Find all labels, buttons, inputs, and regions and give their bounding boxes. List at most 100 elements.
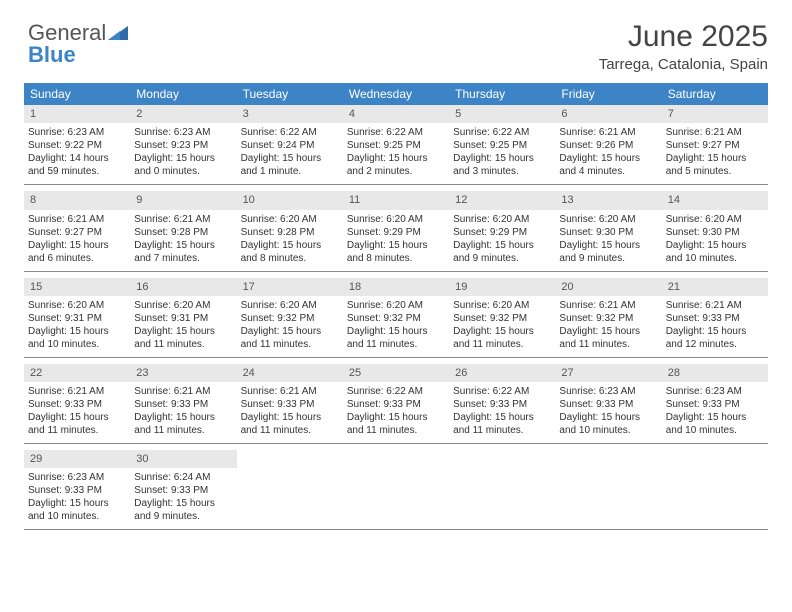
day-cell: .: [343, 450, 449, 529]
daylight-line: Daylight: 15 hours and 10 minutes.: [28, 497, 126, 523]
sunset-line: Sunset: 9:33 PM: [453, 398, 551, 411]
day-cell: 12Sunrise: 6:20 AMSunset: 9:29 PMDayligh…: [449, 191, 555, 270]
daylight-line: Daylight: 15 hours and 2 minutes.: [347, 152, 445, 178]
day-cell: 6Sunrise: 6:21 AMSunset: 9:26 PMDaylight…: [555, 105, 661, 184]
day-cell: .: [449, 450, 555, 529]
day-number: 23: [130, 364, 236, 382]
dow-cell: Wednesday: [343, 83, 449, 105]
week-row: 15Sunrise: 6:20 AMSunset: 9:31 PMDayligh…: [24, 278, 768, 358]
sunrise-line: Sunrise: 6:23 AM: [559, 385, 657, 398]
sunset-line: Sunset: 9:27 PM: [28, 226, 126, 239]
sunset-line: Sunset: 9:30 PM: [666, 226, 764, 239]
sunset-line: Sunset: 9:33 PM: [134, 484, 232, 497]
day-cell: 11Sunrise: 6:20 AMSunset: 9:29 PMDayligh…: [343, 191, 449, 270]
day-number: 26: [449, 364, 555, 382]
daylight-line: Daylight: 15 hours and 1 minute.: [241, 152, 339, 178]
week-row: 29Sunrise: 6:23 AMSunset: 9:33 PMDayligh…: [24, 450, 768, 530]
day-number: 11: [343, 191, 449, 209]
sunset-line: Sunset: 9:32 PM: [241, 312, 339, 325]
day-cell: 1Sunrise: 6:23 AMSunset: 9:22 PMDaylight…: [24, 105, 130, 184]
sunset-line: Sunset: 9:33 PM: [134, 398, 232, 411]
daylight-line: Daylight: 15 hours and 7 minutes.: [134, 239, 232, 265]
sunset-line: Sunset: 9:33 PM: [666, 312, 764, 325]
day-number: 6: [555, 105, 661, 123]
daylight-line: Daylight: 15 hours and 11 minutes.: [241, 325, 339, 351]
sunrise-line: Sunrise: 6:22 AM: [241, 126, 339, 139]
daylight-line: Daylight: 14 hours and 59 minutes.: [28, 152, 126, 178]
sunrise-line: Sunrise: 6:20 AM: [241, 213, 339, 226]
day-number: 18: [343, 278, 449, 296]
sunset-line: Sunset: 9:32 PM: [453, 312, 551, 325]
day-cell: 18Sunrise: 6:20 AMSunset: 9:32 PMDayligh…: [343, 278, 449, 357]
calendar: SundayMondayTuesdayWednesdayThursdayFrid…: [24, 83, 768, 530]
day-cell: 28Sunrise: 6:23 AMSunset: 9:33 PMDayligh…: [662, 364, 768, 443]
sunrise-line: Sunrise: 6:20 AM: [134, 299, 232, 312]
sunrise-line: Sunrise: 6:21 AM: [28, 213, 126, 226]
day-number: 22: [24, 364, 130, 382]
day-cell: 26Sunrise: 6:22 AMSunset: 9:33 PMDayligh…: [449, 364, 555, 443]
sunrise-line: Sunrise: 6:23 AM: [28, 471, 126, 484]
day-cell: 5Sunrise: 6:22 AMSunset: 9:25 PMDaylight…: [449, 105, 555, 184]
sunrise-line: Sunrise: 6:20 AM: [28, 299, 126, 312]
sunrise-line: Sunrise: 6:22 AM: [347, 385, 445, 398]
day-cell: 9Sunrise: 6:21 AMSunset: 9:28 PMDaylight…: [130, 191, 236, 270]
day-number: 1: [24, 105, 130, 123]
day-cell: 4Sunrise: 6:22 AMSunset: 9:25 PMDaylight…: [343, 105, 449, 184]
day-number: 21: [662, 278, 768, 296]
sunset-line: Sunset: 9:31 PM: [134, 312, 232, 325]
daylight-line: Daylight: 15 hours and 5 minutes.: [666, 152, 764, 178]
sunset-line: Sunset: 9:22 PM: [28, 139, 126, 152]
sunset-line: Sunset: 9:33 PM: [28, 484, 126, 497]
day-number: 17: [237, 278, 343, 296]
day-cell: 25Sunrise: 6:22 AMSunset: 9:33 PMDayligh…: [343, 364, 449, 443]
day-number: 20: [555, 278, 661, 296]
daylight-line: Daylight: 15 hours and 9 minutes.: [453, 239, 551, 265]
brand-part2: Blue: [28, 42, 76, 67]
sunset-line: Sunset: 9:29 PM: [453, 226, 551, 239]
week-row: 1Sunrise: 6:23 AMSunset: 9:22 PMDaylight…: [24, 105, 768, 185]
daylight-line: Daylight: 15 hours and 11 minutes.: [241, 411, 339, 437]
sunset-line: Sunset: 9:32 PM: [559, 312, 657, 325]
sunrise-line: Sunrise: 6:20 AM: [347, 213, 445, 226]
page-title: June 2025: [24, 20, 768, 54]
day-number: 19: [449, 278, 555, 296]
daylight-line: Daylight: 15 hours and 11 minutes.: [134, 411, 232, 437]
dow-cell: Tuesday: [237, 83, 343, 105]
sunrise-line: Sunrise: 6:21 AM: [559, 126, 657, 139]
sunset-line: Sunset: 9:33 PM: [347, 398, 445, 411]
sunset-line: Sunset: 9:25 PM: [347, 139, 445, 152]
daylight-line: Daylight: 15 hours and 10 minutes.: [666, 411, 764, 437]
day-of-week-header: SundayMondayTuesdayWednesdayThursdayFrid…: [24, 83, 768, 105]
day-cell: .: [555, 450, 661, 529]
sunset-line: Sunset: 9:28 PM: [241, 226, 339, 239]
day-cell: 27Sunrise: 6:23 AMSunset: 9:33 PMDayligh…: [555, 364, 661, 443]
day-cell: 2Sunrise: 6:23 AMSunset: 9:23 PMDaylight…: [130, 105, 236, 184]
sunset-line: Sunset: 9:25 PM: [453, 139, 551, 152]
sunrise-line: Sunrise: 6:21 AM: [666, 126, 764, 139]
day-number: 25: [343, 364, 449, 382]
sunrise-line: Sunrise: 6:23 AM: [134, 126, 232, 139]
sunrise-line: Sunrise: 6:22 AM: [453, 126, 551, 139]
daylight-line: Daylight: 15 hours and 11 minutes.: [453, 325, 551, 351]
sunrise-line: Sunrise: 6:22 AM: [453, 385, 551, 398]
day-number: 10: [237, 191, 343, 209]
daylight-line: Daylight: 15 hours and 11 minutes.: [134, 325, 232, 351]
day-number: 28: [662, 364, 768, 382]
dow-cell: Monday: [130, 83, 236, 105]
day-number: 29: [24, 450, 130, 468]
daylight-line: Daylight: 15 hours and 0 minutes.: [134, 152, 232, 178]
daylight-line: Daylight: 15 hours and 10 minutes.: [28, 325, 126, 351]
sunrise-line: Sunrise: 6:20 AM: [559, 213, 657, 226]
sunset-line: Sunset: 9:24 PM: [241, 139, 339, 152]
daylight-line: Daylight: 15 hours and 11 minutes.: [28, 411, 126, 437]
day-number: 3: [237, 105, 343, 123]
week-row: 22Sunrise: 6:21 AMSunset: 9:33 PMDayligh…: [24, 364, 768, 444]
sunrise-line: Sunrise: 6:21 AM: [241, 385, 339, 398]
title-block: June 2025 Tarrega, Catalonia, Spain: [24, 20, 768, 73]
sunrise-line: Sunrise: 6:21 AM: [134, 213, 232, 226]
brand-logo: General Blue: [28, 22, 128, 66]
sunrise-line: Sunrise: 6:24 AM: [134, 471, 232, 484]
brand-triangle-icon: [108, 22, 128, 44]
sunrise-line: Sunrise: 6:21 AM: [28, 385, 126, 398]
sunset-line: Sunset: 9:30 PM: [559, 226, 657, 239]
